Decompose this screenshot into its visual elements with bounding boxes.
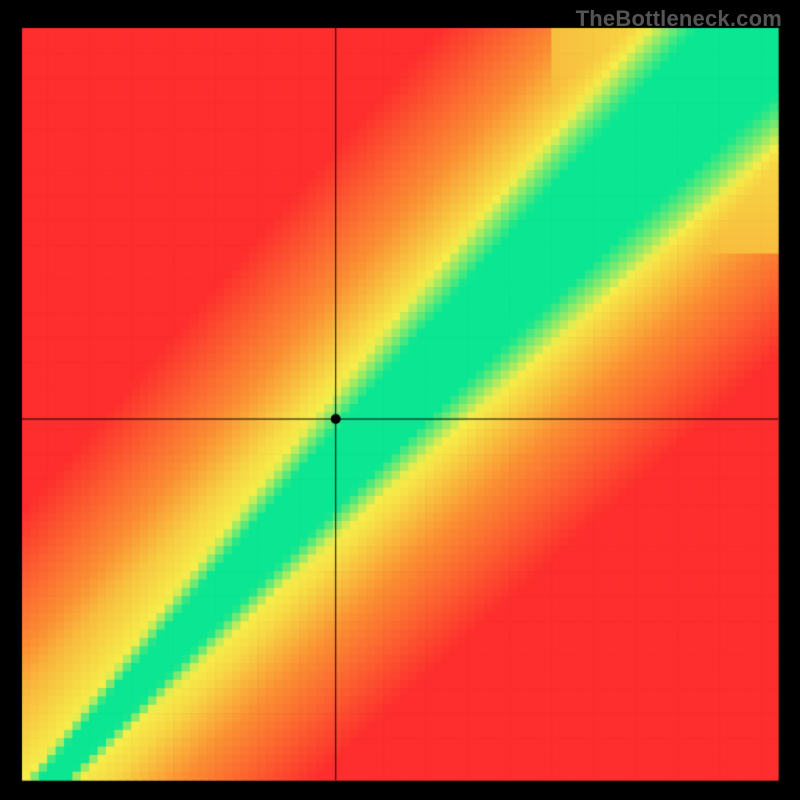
- chart-container: TheBottleneck.com: [0, 0, 800, 800]
- bottleneck-heatmap: [0, 0, 800, 800]
